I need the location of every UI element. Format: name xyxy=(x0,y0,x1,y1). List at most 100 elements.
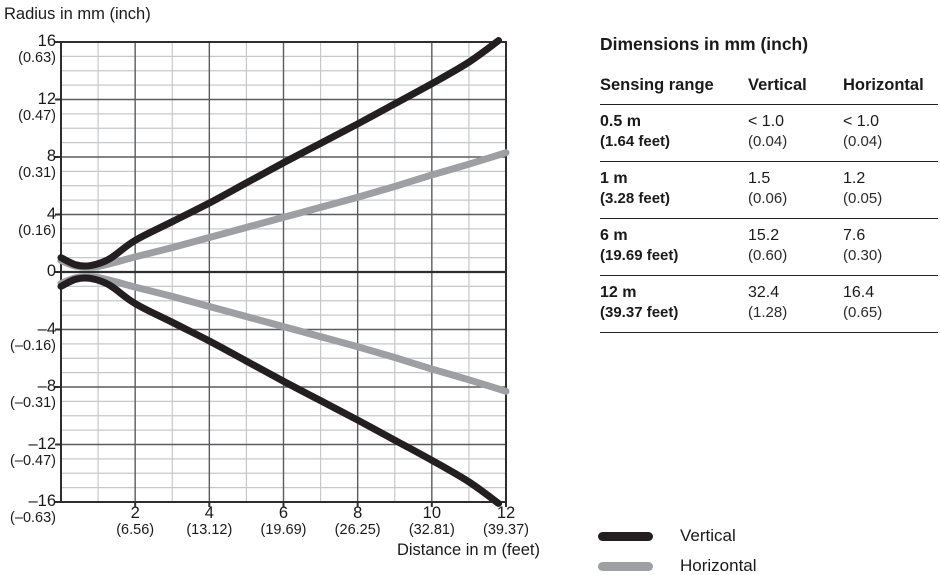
y-tick-inch: (–0.47) xyxy=(10,452,56,469)
table-cell-range: 0.5 m (1.64 feet) xyxy=(600,112,748,152)
table-header-cell: Horizontal xyxy=(843,76,924,94)
table-cell-vertical: 32.4 (1.28) xyxy=(748,283,843,323)
cell-value-inch: (0.05) xyxy=(843,190,883,207)
x-tick-m: 4 xyxy=(204,504,214,522)
vertical-curve-lower xyxy=(57,274,503,507)
y-tick-mm: 12 xyxy=(37,89,56,108)
table-cell-range: 12 m (39.37 feet) xyxy=(600,283,748,323)
cell-value-mm: 7.6 xyxy=(843,227,866,244)
y-tick-label: –12 (–0.47) xyxy=(0,434,56,469)
cell-value-inch: (0.60) xyxy=(748,247,788,264)
cell-value-mm: 32.4 xyxy=(748,284,780,301)
table-cell-horizontal: 7.6 (0.30) xyxy=(843,226,938,266)
table-cell-horizontal: 1.2 (0.05) xyxy=(843,169,938,209)
x-tick-m: 10 xyxy=(422,504,441,522)
cell-value-mm: 1.2 xyxy=(843,170,866,187)
table-body: 0.5 m (1.64 feet) < 1.0 (0.04) < 1.0 (0.04) 1 … xyxy=(600,105,938,333)
x-tick-feet: (19.69) xyxy=(260,522,307,538)
x-tick-feet: (39.37) xyxy=(483,522,529,538)
cell-value-inch: (39.37 feet) xyxy=(600,304,679,321)
y-tick-label: 8 (0.31) xyxy=(0,147,56,182)
cell-value-inch: (0.30) xyxy=(843,247,883,264)
horizontal-line-swatch xyxy=(598,561,653,571)
table-cell-horizontal: < 1.0 (0.04) xyxy=(843,112,938,152)
cell-value-mm: < 1.0 xyxy=(748,113,785,130)
cell-value-mm: 12 m xyxy=(600,284,637,301)
cell-value-inch: (0.65) xyxy=(843,304,883,321)
vertical-line-swatch xyxy=(598,531,653,541)
y-tick-mm: –4 xyxy=(37,319,56,338)
x-tick-m: 6 xyxy=(278,504,289,522)
y-tick-label: –8 (–0.31) xyxy=(0,377,56,412)
table-header-cell: Sensing range xyxy=(600,76,714,94)
table-cell-vertical: 15.2 (0.60) xyxy=(748,226,843,266)
panel-title: Dimensions in mm (inch) xyxy=(600,34,809,54)
x-axis-title: Distance in m (feet) xyxy=(396,541,540,559)
y-tick-label: 0 xyxy=(0,263,56,280)
cell-value-inch: (0.04) xyxy=(748,133,788,150)
y-tick-mm: 16 xyxy=(37,32,56,50)
x-tick-label: 10 (32.81) xyxy=(386,504,478,539)
cell-value-inch: (0.04) xyxy=(843,133,883,150)
legend-item-horizontal: Horizontal xyxy=(598,551,757,575)
table-cell-range: 1 m (3.28 feet) xyxy=(600,169,748,209)
x-tick-m: 12 xyxy=(496,504,516,522)
y-tick-mm: 4 xyxy=(46,204,56,223)
x-tick-feet: (26.25) xyxy=(334,522,381,538)
cell-value-mm: 1 m xyxy=(600,170,628,187)
cell-value-inch: (19.69 feet) xyxy=(600,247,679,264)
chart-legend: Vertical Horizontal xyxy=(598,521,757,575)
y-tick-inch: (–0.16) xyxy=(10,337,56,354)
cell-value-inch: (1.28) xyxy=(748,304,788,321)
y-tick-inch: (0.47) xyxy=(18,107,56,124)
cell-value-inch: (3.28 feet) xyxy=(600,190,671,207)
cell-value-inch: (0.06) xyxy=(748,190,788,207)
legend-label-vertical: Vertical xyxy=(680,526,736,545)
legend-label-horizontal: Horizontal xyxy=(680,556,757,575)
x-tick-feet: (6.56) xyxy=(116,522,155,538)
x-tick-label: 6 (19.69) xyxy=(238,504,330,539)
y-tick-inch: (0.16) xyxy=(18,222,56,239)
table-row: 12 m (39.37 feet) 32.4 (1.28) 16.4 (0.65) xyxy=(600,276,938,333)
table-row: 1 m (3.28 feet) 1.5 (0.06) 1.2 (0.05) xyxy=(600,162,938,219)
y-tick-label: –16 (–0.63) xyxy=(0,492,56,527)
y-tick-inch: (0.31) xyxy=(18,165,56,181)
cell-value-mm: 1.5 xyxy=(748,170,771,187)
cell-value-mm: 16.4 xyxy=(843,284,875,301)
cell-value-mm: 0.5 m xyxy=(600,113,641,130)
vertical-curve-upper xyxy=(57,37,503,270)
y-tick-label: 12 (0.47) xyxy=(0,89,56,124)
x-tick-label: 12 (39.37) xyxy=(460,504,552,539)
y-tick-mm: 0 xyxy=(46,262,56,280)
x-tick-m: 2 xyxy=(130,504,140,522)
y-tick-mm: –8 xyxy=(37,377,56,395)
table-cell-vertical: < 1.0 (0.04) xyxy=(748,112,843,152)
y-tick-label: 4 (0.16) xyxy=(0,204,56,239)
sensing-range-chart xyxy=(55,37,510,507)
table-header-cell: Vertical xyxy=(748,76,807,94)
table-header-row: Sensing range Vertical Horizontal xyxy=(600,74,938,105)
table-cell-range: 6 m (19.69 feet) xyxy=(600,226,748,266)
y-axis-title: Radius in mm (inch) xyxy=(4,5,151,23)
y-tick-label: –4 (–0.16) xyxy=(0,319,56,354)
x-tick-label: 8 (26.25) xyxy=(312,504,404,539)
y-tick-mm: –12 xyxy=(28,434,56,453)
dimensions-table: Sensing range Vertical Horizontal 0.5 m (1.… xyxy=(600,74,938,333)
table-cell-horizontal: 16.4 (0.65) xyxy=(843,283,938,323)
x-tick-feet: (13.12) xyxy=(186,522,233,538)
y-tick-inch: (–0.31) xyxy=(10,395,56,411)
table-cell-vertical: 1.5 (0.06) xyxy=(748,169,843,209)
table-row: 6 m (19.69 feet) 15.2 (0.60) 7.6 (0.30) xyxy=(600,219,938,276)
y-tick-inch: (–0.63) xyxy=(10,510,56,526)
x-tick-label: 2 (6.56) xyxy=(89,504,181,539)
x-tick-label: 4 (13.12) xyxy=(163,504,255,539)
x-tick-feet: (32.81) xyxy=(408,522,455,538)
y-tick-inch: (0.63) xyxy=(18,50,56,66)
legend-item-vertical: Vertical xyxy=(598,521,757,551)
table-row: 0.5 m (1.64 feet) < 1.0 (0.04) < 1.0 (0.04) xyxy=(600,105,938,162)
y-tick-mm: 8 xyxy=(46,147,56,165)
cell-value-mm: 6 m xyxy=(600,227,628,244)
cell-value-mm: 15.2 xyxy=(748,227,780,244)
y-tick-mm: –16 xyxy=(28,492,56,510)
